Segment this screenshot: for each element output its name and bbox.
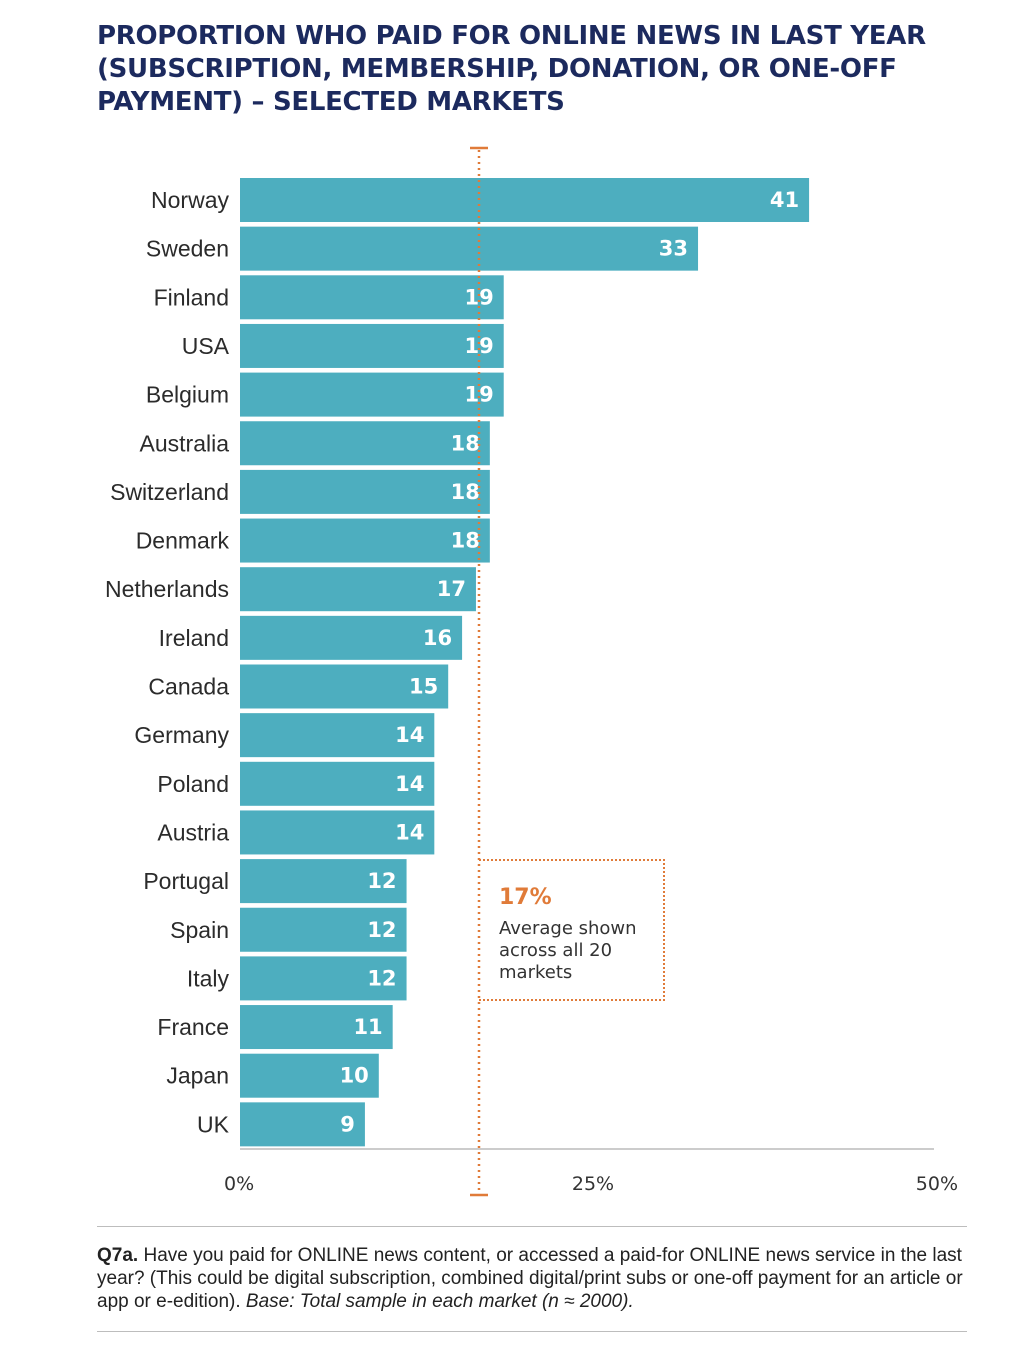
value-label-uk: 9 bbox=[340, 1112, 355, 1136]
category-label-finland: Finland bbox=[154, 284, 229, 310]
bar-uk bbox=[240, 1102, 365, 1147]
average-callout: 17% Average shown across all 20 markets bbox=[479, 859, 665, 1001]
bar-switzerland bbox=[240, 469, 490, 514]
x-tick-label-25: 25% bbox=[572, 1173, 614, 1195]
bar-sweden bbox=[240, 226, 699, 271]
bar-netherlands bbox=[240, 567, 476, 612]
category-label-poland: Poland bbox=[157, 771, 229, 797]
value-label-poland: 14 bbox=[395, 772, 424, 796]
bar-denmark bbox=[240, 518, 490, 563]
category-label-france: France bbox=[157, 1014, 229, 1040]
value-label-canada: 15 bbox=[409, 675, 438, 699]
category-label-denmark: Denmark bbox=[136, 528, 230, 554]
bar-belgium bbox=[240, 372, 504, 417]
value-label-germany: 14 bbox=[395, 723, 424, 747]
chart-title: PROPORTION WHO PAID FOR ONLINE NEWS IN L… bbox=[97, 21, 926, 117]
category-label-belgium: Belgium bbox=[146, 382, 229, 408]
category-label-canada: Canada bbox=[148, 674, 229, 700]
value-label-sweden: 33 bbox=[659, 237, 688, 261]
category-label-sweden: Sweden bbox=[146, 236, 229, 262]
category-label-switzerland: Switzerland bbox=[110, 479, 229, 505]
footnote: Q7a. Have you paid for ONLINE news conte… bbox=[97, 1244, 967, 1313]
bar-portugal bbox=[240, 859, 407, 904]
bar-poland bbox=[240, 761, 435, 806]
bar-finland bbox=[240, 275, 504, 320]
category-label-australia: Australia bbox=[140, 430, 230, 456]
category-label-germany: Germany bbox=[134, 722, 229, 748]
bar-spain bbox=[240, 907, 407, 952]
footnote-top-divider bbox=[97, 1226, 967, 1227]
x-tick-label-50: 50% bbox=[916, 1173, 958, 1195]
category-label-spain: Spain bbox=[170, 917, 229, 943]
footnote-question-text: Have you paid for ONLINE news content, o… bbox=[97, 1245, 963, 1312]
category-label-ireland: Ireland bbox=[159, 625, 229, 651]
bar-austria bbox=[240, 810, 435, 855]
average-value: 17% bbox=[499, 885, 552, 910]
category-label-japan: Japan bbox=[166, 1063, 229, 1089]
bar-germany bbox=[240, 713, 435, 758]
bar-france bbox=[240, 1005, 393, 1050]
bar-italy bbox=[240, 956, 407, 1001]
bar-australia bbox=[240, 421, 490, 466]
value-label-austria: 14 bbox=[395, 820, 424, 844]
value-label-netherlands: 17 bbox=[437, 577, 466, 601]
value-label-france: 11 bbox=[353, 1015, 382, 1039]
category-label-austria: Austria bbox=[157, 819, 229, 845]
value-label-switzerland: 18 bbox=[451, 480, 480, 504]
x-tick-label-0: 0% bbox=[224, 1173, 254, 1195]
category-label-netherlands: Netherlands bbox=[105, 576, 229, 602]
value-label-japan: 10 bbox=[340, 1064, 369, 1088]
value-label-portugal: 12 bbox=[367, 869, 396, 893]
bar-canada bbox=[240, 664, 449, 709]
bar-ireland bbox=[240, 615, 463, 660]
value-label-ireland: 16 bbox=[423, 626, 452, 650]
value-label-denmark: 18 bbox=[451, 529, 480, 553]
footnote-question-label: Q7a. bbox=[97, 1245, 139, 1266]
bar-usa bbox=[240, 323, 504, 368]
category-label-italy: Italy bbox=[187, 965, 230, 991]
category-label-norway: Norway bbox=[151, 187, 229, 213]
bar-japan bbox=[240, 1053, 379, 1098]
category-label-portugal: Portugal bbox=[143, 868, 229, 894]
footnote-bottom-divider bbox=[97, 1331, 967, 1332]
footnote-base-text: Base: Total sample in each market (n ≈ 2… bbox=[245, 1291, 634, 1312]
average-description: Average shown across all 20 markets bbox=[499, 918, 637, 983]
value-label-norway: 41 bbox=[770, 188, 799, 212]
value-label-australia: 18 bbox=[451, 431, 480, 455]
value-label-spain: 12 bbox=[367, 918, 396, 942]
bar-norway bbox=[240, 178, 810, 222]
value-label-italy: 12 bbox=[367, 966, 396, 990]
category-label-usa: USA bbox=[182, 333, 230, 359]
category-label-uk: UK bbox=[197, 1111, 230, 1137]
